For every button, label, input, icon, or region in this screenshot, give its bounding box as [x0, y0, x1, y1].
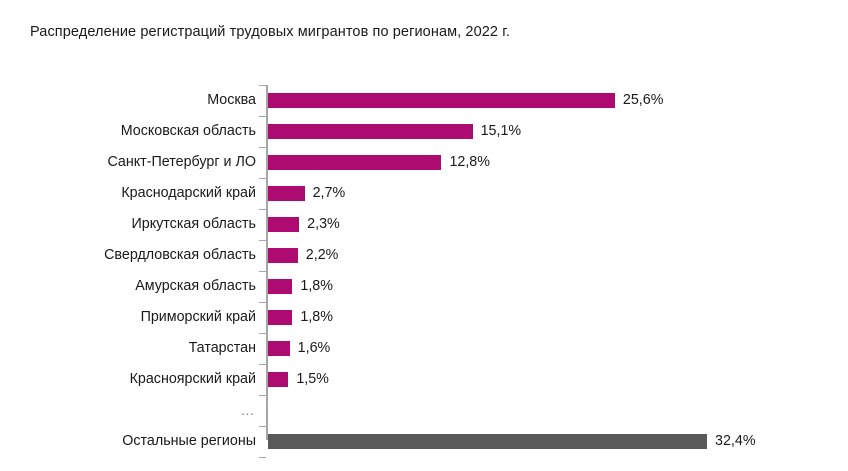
bar-row: Остальные регионы 32,4%	[0, 426, 848, 457]
axis-tick	[259, 457, 266, 459]
bar[interactable]	[268, 372, 289, 387]
category-label: Свердловская область	[104, 247, 256, 263]
category-label: Амурская область	[135, 278, 256, 294]
bar-row: Иркутская область 2,3%	[0, 209, 848, 240]
bar-container: 2,2%	[268, 240, 848, 271]
bar-row: Красноярский край 1,5%	[0, 364, 848, 395]
bar-container: 32,4%	[268, 426, 848, 457]
bar-value-label: 2,2%	[305, 247, 339, 263]
bar-value-label: 15,1%	[480, 123, 522, 139]
bar-container: 15,1%	[268, 116, 848, 147]
chart-title: Распределение регистраций трудовых мигра…	[30, 24, 510, 40]
bar-container: 1,8%	[268, 271, 848, 302]
category-label: Красноярский край	[129, 371, 256, 387]
axis-tick	[259, 271, 266, 273]
bar-container: 1,5%	[268, 364, 848, 395]
category-label: Москва	[207, 92, 256, 108]
bar-row: Приморский край 1,8%	[0, 302, 848, 333]
bar-row: Татарстан 1,6%	[0, 333, 848, 364]
category-label: Московская область	[120, 123, 256, 139]
axis-tick	[259, 302, 266, 304]
axis-tick	[259, 426, 266, 428]
category-label: …	[240, 402, 256, 418]
bar-value-label: 2,3%	[307, 216, 340, 232]
bar-row: Московская область 15,1%	[0, 116, 848, 147]
bar-row: Свердловская область 2,2%	[0, 240, 848, 271]
bar-container	[268, 395, 848, 426]
bar-value-label: 1,5%	[296, 371, 329, 387]
bar-value-label: 1,6%	[297, 340, 331, 356]
bar[interactable]	[268, 124, 473, 139]
bar[interactable]	[268, 279, 293, 294]
axis-tick	[259, 333, 266, 335]
bar-value-label: 1,8%	[300, 278, 333, 294]
category-label: Остальные регионы	[122, 433, 256, 449]
bar-container: 1,8%	[268, 302, 848, 333]
bar-row: Амурская область 1,8%	[0, 271, 848, 302]
bar[interactable]	[268, 310, 293, 325]
category-label: Татарстан	[188, 340, 256, 356]
bar[interactable]	[268, 248, 298, 263]
category-label: Иркутская область	[131, 216, 257, 232]
axis-tick	[259, 147, 266, 149]
bar-value-label: 12,8%	[449, 154, 490, 170]
bar-value-label: 2,7%	[312, 185, 346, 201]
bar-row: Москва 25,6%	[0, 85, 848, 116]
bar-value-label: 32,4%	[715, 433, 756, 449]
axis-tick	[259, 364, 266, 366]
axis-tick	[259, 85, 266, 87]
bar[interactable]	[268, 155, 442, 170]
axis-tick	[259, 116, 266, 118]
bar[interactable]	[268, 93, 615, 108]
bar[interactable]	[268, 434, 708, 449]
axis-tick	[259, 209, 266, 211]
bar[interactable]	[268, 217, 300, 232]
axis-tick	[259, 240, 266, 242]
bar-container: 1,6%	[268, 333, 848, 364]
bar-container: 2,7%	[268, 178, 848, 209]
category-axis-line	[266, 85, 268, 440]
bar-value-label: 25,6%	[622, 92, 664, 108]
axis-tick	[259, 178, 266, 180]
bar-row: …	[0, 395, 848, 426]
bar-container: 12,8%	[268, 147, 848, 178]
bar[interactable]	[268, 186, 305, 201]
bar[interactable]	[268, 341, 290, 356]
plot-area: Москва 25,6% Московская область 15,1% Санкт-…	[0, 85, 848, 459]
category-label: Санкт-Петербург и ЛО	[107, 154, 256, 170]
category-label: Приморский край	[140, 309, 256, 325]
bar-container: 2,3%	[268, 209, 848, 240]
bar-container: 25,6%	[268, 85, 848, 116]
axis-tick	[259, 395, 266, 397]
category-label: Краснодарский край	[121, 185, 256, 201]
bar-row: Краснодарский край 2,7%	[0, 178, 848, 209]
bar-row: Санкт-Петербург и ЛО 12,8%	[0, 147, 848, 178]
bar-value-label: 1,8%	[300, 309, 333, 325]
